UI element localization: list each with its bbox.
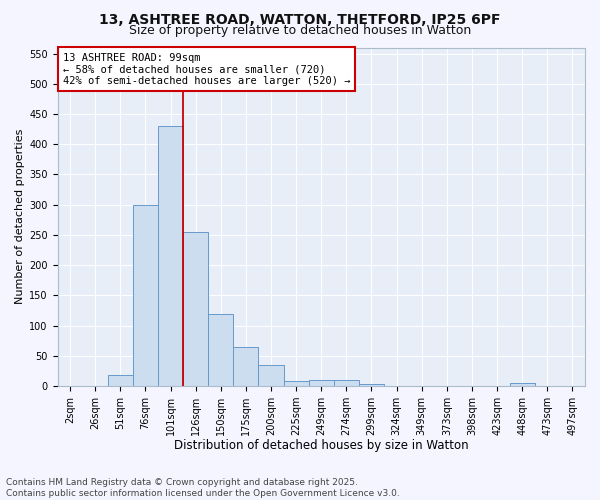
Bar xyxy=(284,382,308,386)
Text: 13, ASHTREE ROAD, WATTON, THETFORD, IP25 6PF: 13, ASHTREE ROAD, WATTON, THETFORD, IP25… xyxy=(99,12,501,26)
Bar xyxy=(334,380,359,386)
Text: Contains HM Land Registry data © Crown copyright and database right 2025.
Contai: Contains HM Land Registry data © Crown c… xyxy=(6,478,400,498)
Bar xyxy=(108,375,133,386)
X-axis label: Distribution of detached houses by size in Watton: Distribution of detached houses by size … xyxy=(174,440,469,452)
Bar xyxy=(208,314,233,386)
Bar xyxy=(183,232,208,386)
Bar xyxy=(133,204,158,386)
Bar xyxy=(259,365,284,386)
Bar xyxy=(308,380,334,386)
Bar xyxy=(359,384,384,386)
Bar xyxy=(509,383,535,386)
Text: Size of property relative to detached houses in Watton: Size of property relative to detached ho… xyxy=(129,24,471,37)
Text: 13 ASHTREE ROAD: 99sqm
← 58% of detached houses are smaller (720)
42% of semi-de: 13 ASHTREE ROAD: 99sqm ← 58% of detached… xyxy=(63,52,350,86)
Bar xyxy=(233,347,259,386)
Bar xyxy=(158,126,183,386)
Y-axis label: Number of detached properties: Number of detached properties xyxy=(15,129,25,304)
